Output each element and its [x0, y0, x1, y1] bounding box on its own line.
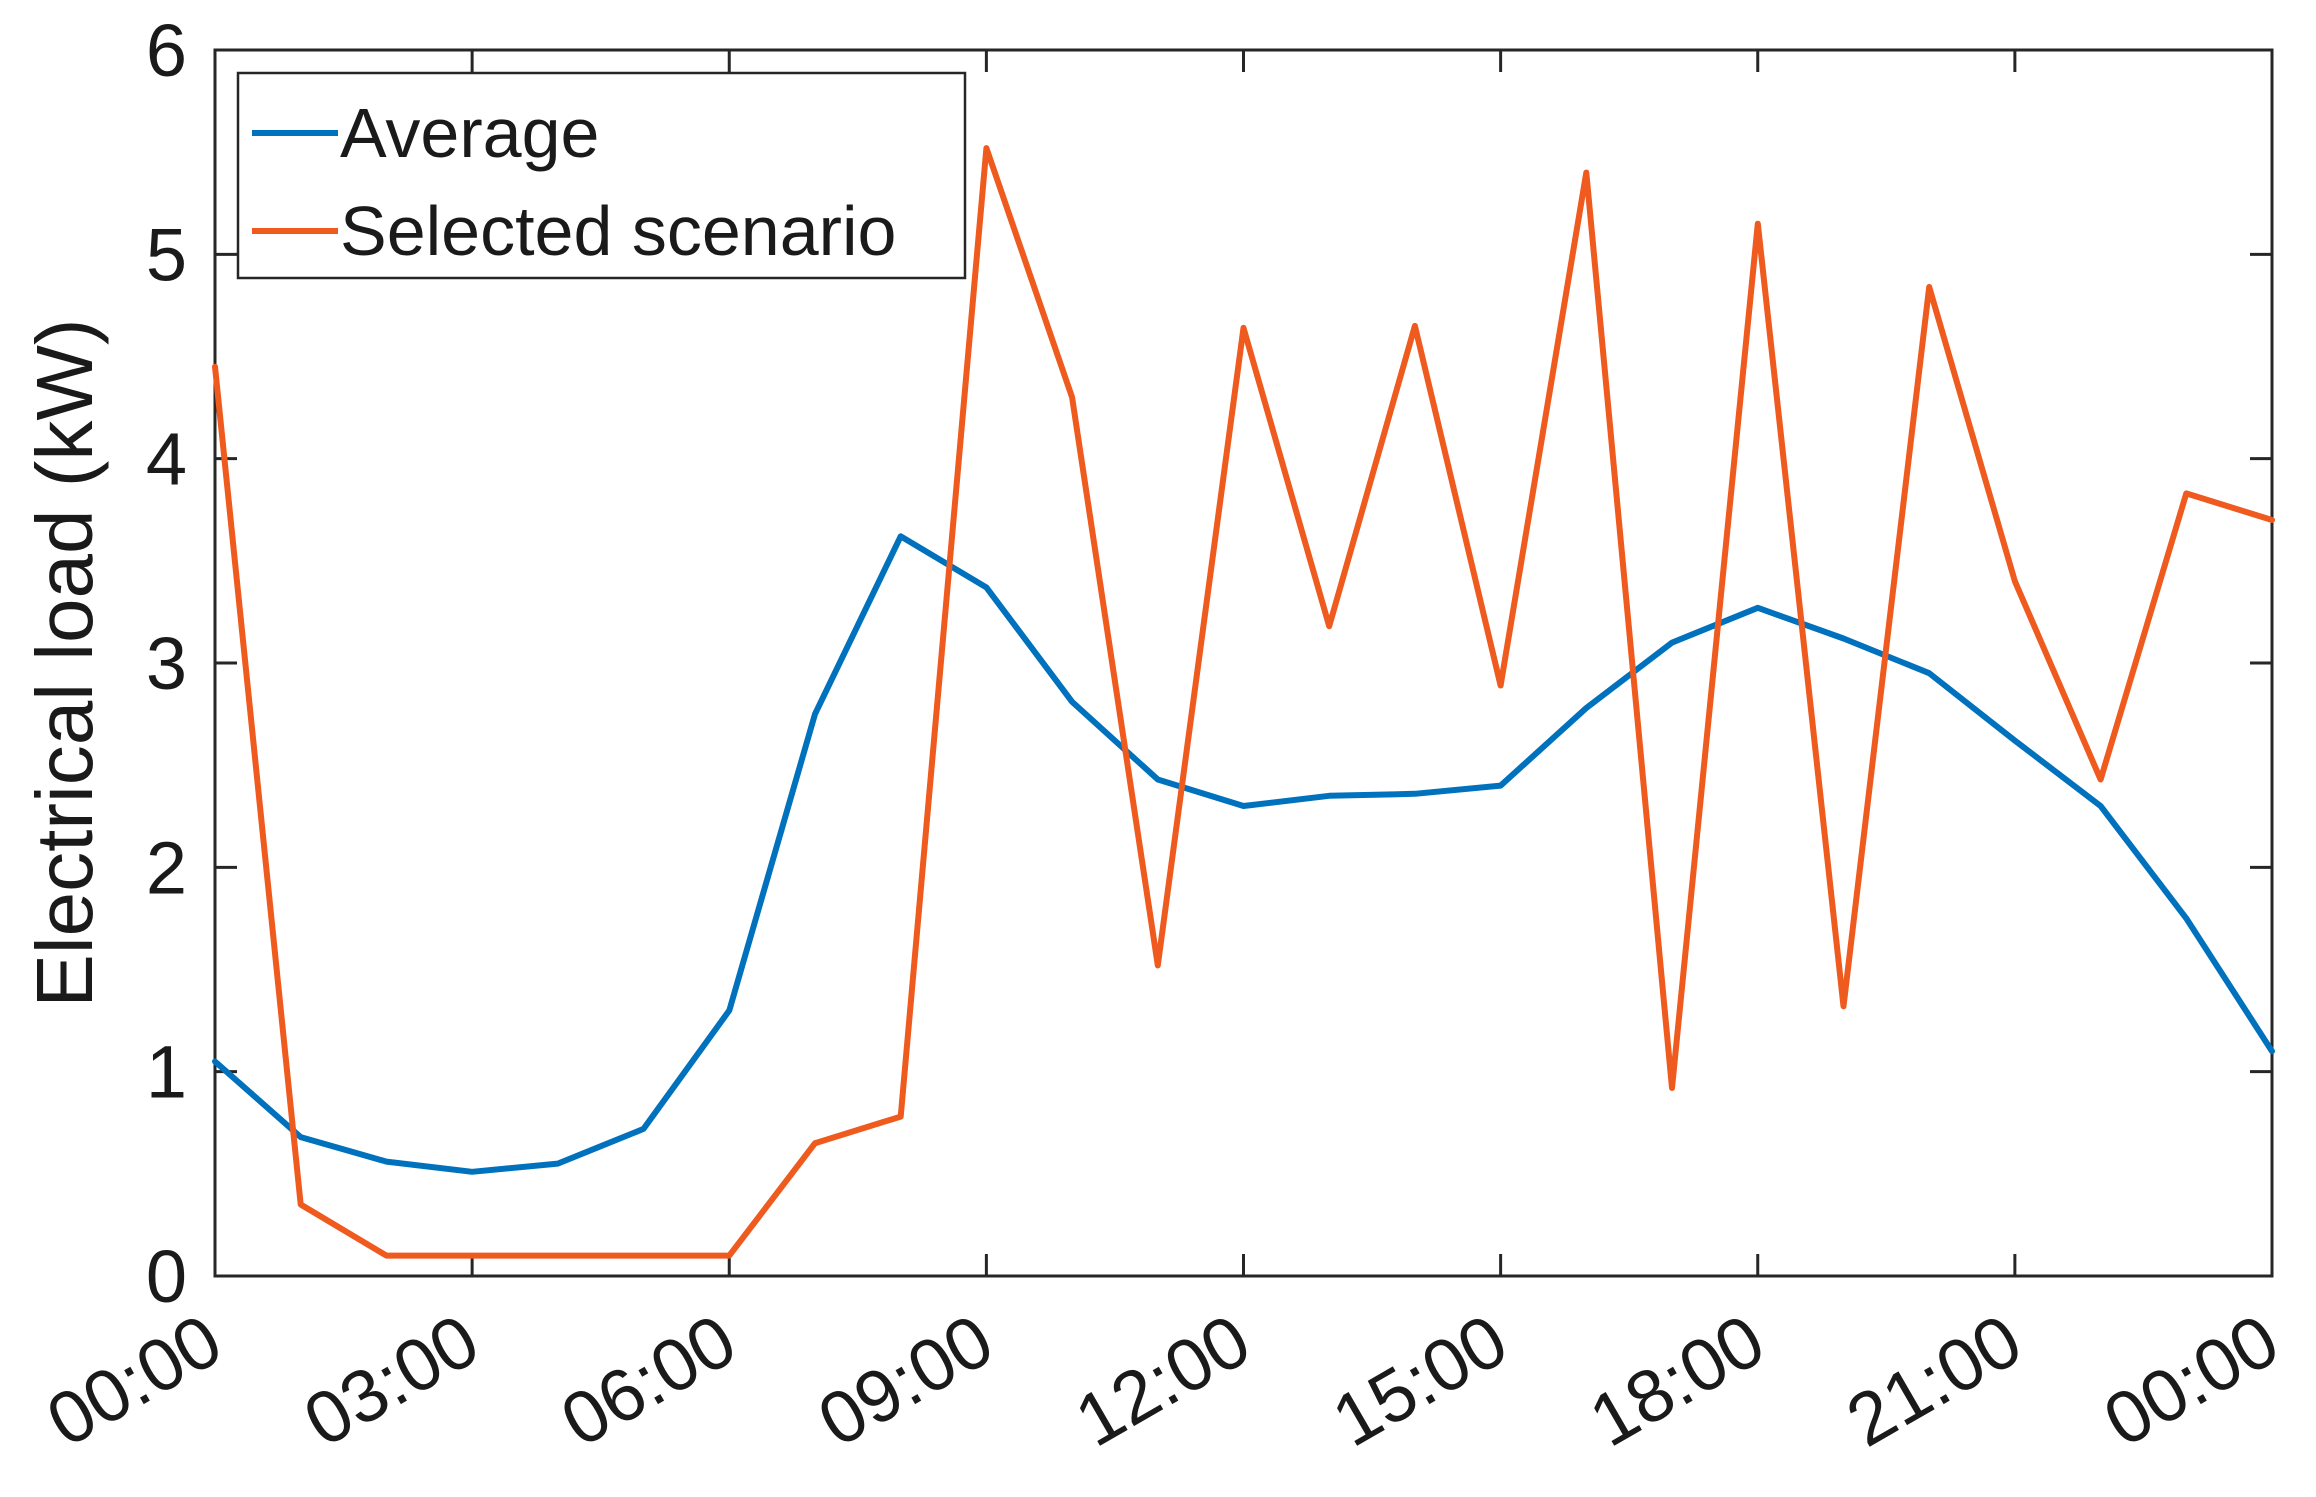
y-tick-label: 1: [146, 1031, 187, 1114]
y-tick-label: 0: [146, 1235, 187, 1318]
y-tick-label: 2: [146, 826, 187, 909]
y-tick-label: 5: [146, 213, 187, 296]
y-axis: 0 1 2 3 4 5 6: [146, 9, 2272, 1318]
legend-box: [236, 71, 967, 280]
legend-label-1: Average: [340, 94, 599, 172]
y-tick-label: 4: [146, 418, 187, 501]
series-layer: [212, 145, 2275, 1259]
y-axis-label: Electrical load (kW): [20, 318, 109, 1007]
series-line-1: [212, 533, 2275, 1175]
legend: Average Selected scenario: [236, 71, 967, 280]
y-tick-label: 6: [146, 9, 187, 92]
legend-label-2: Selected scenario: [340, 192, 896, 270]
y-tick-label: 3: [146, 622, 187, 705]
series-line-2: [212, 145, 2275, 1259]
